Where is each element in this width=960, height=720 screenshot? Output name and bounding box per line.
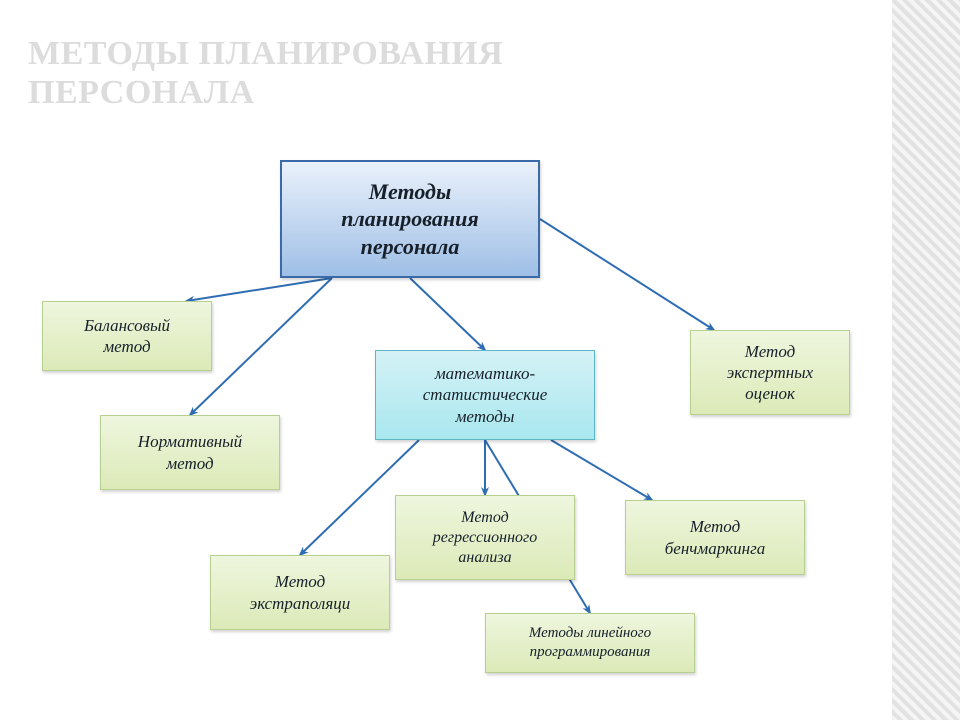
slide-title-line1: МЕТОДЫ ПЛАНИРОВАНИЯ <box>28 34 503 73</box>
edge-mathstat-to-benchmarking <box>551 440 652 500</box>
node-normative: Нормативныйметод <box>100 415 280 490</box>
node-balance-label: Балансовыйметод <box>84 315 170 358</box>
node-root: Методыпланированияперсонала <box>280 160 540 278</box>
side-pattern <box>892 0 960 720</box>
node-mathstat-label: математико-статистическиеметоды <box>423 363 548 427</box>
slide-title: МЕТОДЫ ПЛАНИРОВАНИЯ ПЕРСОНАЛА <box>28 34 503 112</box>
node-extrapolation-label: Методэкстраполяци <box>250 571 351 614</box>
node-extrapolation: Методэкстраполяци <box>210 555 390 630</box>
slide-title-line2: ПЕРСОНАЛА <box>28 73 503 112</box>
node-balance: Балансовыйметод <box>42 301 212 371</box>
edge-root-to-balance <box>187 278 333 301</box>
node-mathstat: математико-статистическиеметоды <box>375 350 595 440</box>
node-regression-label: Методрегрессионногоанализа <box>433 508 538 568</box>
edge-root-to-mathstat <box>410 278 485 350</box>
node-benchmarking: Методбенчмаркинга <box>625 500 805 575</box>
node-regression: Методрегрессионногоанализа <box>395 495 575 580</box>
node-benchmarking-label: Методбенчмаркинга <box>665 516 766 559</box>
node-expert: Методэкспертныхоценок <box>690 330 850 415</box>
node-expert-label: Методэкспертныхоценок <box>727 341 813 405</box>
node-linear-label: Методы линейногопрограммирования <box>529 624 651 662</box>
slide: МЕТОДЫ ПЛАНИРОВАНИЯ ПЕРСОНАЛА Методыплан… <box>0 0 960 720</box>
node-linear: Методы линейногопрограммирования <box>485 613 695 673</box>
edge-root-to-expert <box>540 219 714 330</box>
node-root-label: Методыпланированияперсонала <box>341 178 478 261</box>
node-normative-label: Нормативныйметод <box>138 431 242 474</box>
